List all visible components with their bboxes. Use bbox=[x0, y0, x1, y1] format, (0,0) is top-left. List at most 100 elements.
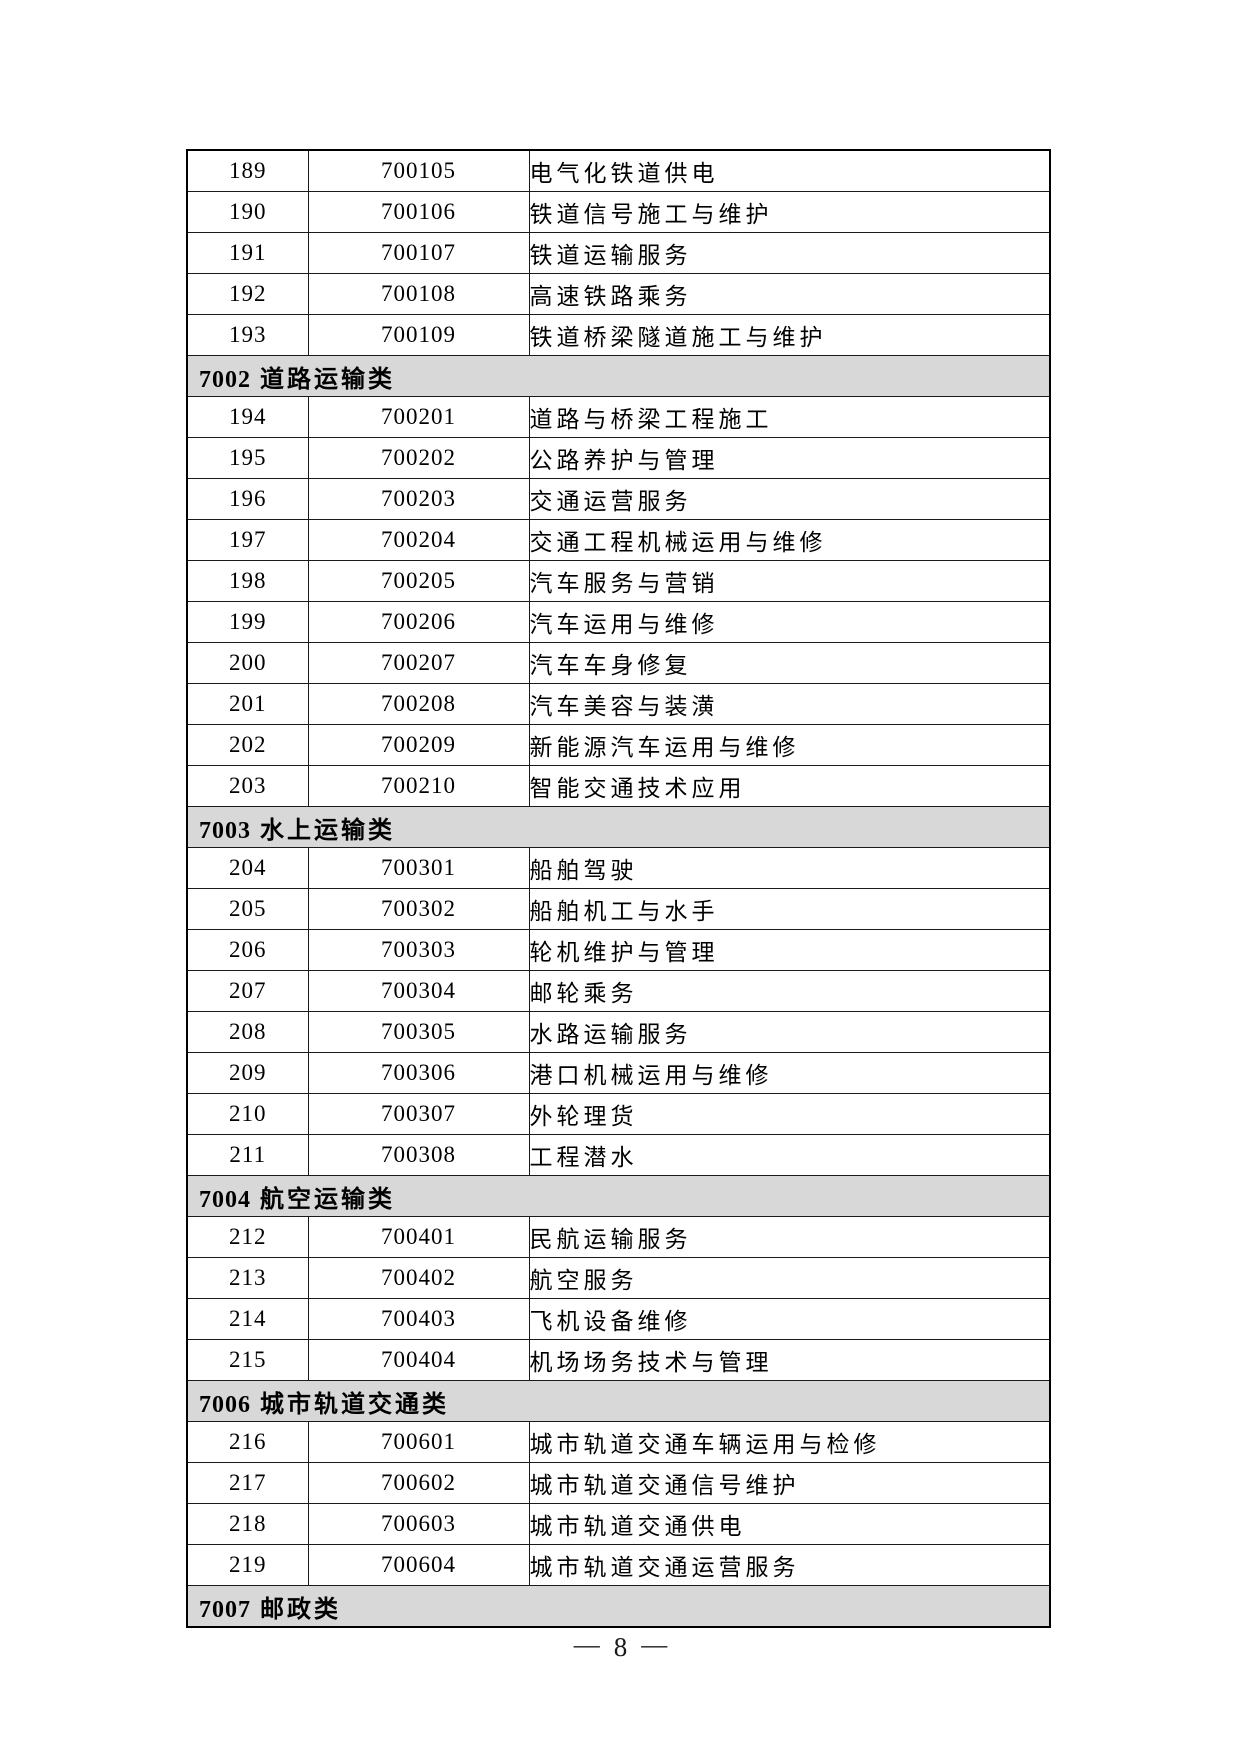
major-serial-number: 215 bbox=[186, 1339, 309, 1381]
major-serial-number: 190 bbox=[186, 191, 309, 233]
major-row: 202 700209 新能源汽车运用与维修 bbox=[186, 724, 1051, 766]
major-name: 铁道信号施工与维护 bbox=[528, 191, 1051, 233]
major-code: 700305 bbox=[307, 1011, 530, 1053]
major-row: 214 700403 飞机设备维修 bbox=[186, 1298, 1051, 1340]
major-row: 203 700210 智能交通技术应用 bbox=[186, 765, 1051, 807]
major-code: 700601 bbox=[307, 1421, 530, 1463]
major-name: 公路养护与管理 bbox=[528, 437, 1051, 479]
major-serial-number: 200 bbox=[186, 642, 309, 684]
section-header-cell: 7004 航空运输类 bbox=[186, 1175, 1051, 1217]
major-serial-number: 211 bbox=[186, 1134, 309, 1176]
major-code: 700205 bbox=[307, 560, 530, 602]
major-serial-number: 203 bbox=[186, 765, 309, 807]
major-name: 城市轨道交通车辆运用与检修 bbox=[528, 1421, 1051, 1463]
major-code: 700303 bbox=[307, 929, 530, 971]
major-name: 新能源汽车运用与维修 bbox=[528, 724, 1051, 766]
major-row: 209 700306 港口机械运用与维修 bbox=[186, 1052, 1051, 1094]
section-header-row: 7006 城市轨道交通类 bbox=[186, 1380, 1051, 1422]
major-name: 邮轮乘务 bbox=[528, 970, 1051, 1012]
major-row: 208 700305 水路运输服务 bbox=[186, 1011, 1051, 1053]
major-name: 智能交通技术应用 bbox=[528, 765, 1051, 807]
major-name: 工程潜水 bbox=[528, 1134, 1051, 1176]
major-code: 700105 bbox=[307, 149, 530, 192]
section-header-cell: 7002 道路运输类 bbox=[186, 355, 1051, 397]
major-serial-number: 191 bbox=[186, 232, 309, 274]
major-row: 199 700206 汽车运用与维修 bbox=[186, 601, 1051, 643]
section-code: 7003 bbox=[199, 817, 251, 844]
major-code: 700304 bbox=[307, 970, 530, 1012]
page-number: 8 bbox=[613, 1632, 628, 1662]
major-code: 700108 bbox=[307, 273, 530, 315]
major-serial-number: 202 bbox=[186, 724, 309, 766]
footer-dash-right: — bbox=[641, 1630, 668, 1659]
major-row: 207 700304 邮轮乘务 bbox=[186, 970, 1051, 1012]
major-code: 700109 bbox=[307, 314, 530, 356]
major-serial-number: 204 bbox=[186, 847, 309, 889]
major-code: 700603 bbox=[307, 1503, 530, 1545]
major-row: 217 700602 城市轨道交通信号维护 bbox=[186, 1462, 1051, 1504]
major-name: 航空服务 bbox=[528, 1257, 1051, 1299]
major-name: 轮机维护与管理 bbox=[528, 929, 1051, 971]
major-row: 204 700301 船舶驾驶 bbox=[186, 847, 1051, 889]
section-header-cell: 7007 邮政类 bbox=[186, 1585, 1051, 1628]
section-name: 邮政类 bbox=[260, 1596, 341, 1623]
major-row: 210 700307 外轮理货 bbox=[186, 1093, 1051, 1135]
major-name: 电气化铁道供电 bbox=[528, 149, 1051, 192]
major-row: 218 700603 城市轨道交通供电 bbox=[186, 1503, 1051, 1545]
major-row: 213 700402 航空服务 bbox=[186, 1257, 1051, 1299]
major-name: 港口机械运用与维修 bbox=[528, 1052, 1051, 1094]
major-name: 船舶机工与水手 bbox=[528, 888, 1051, 930]
major-row: 216 700601 城市轨道交通车辆运用与检修 bbox=[186, 1421, 1051, 1463]
major-serial-number: 216 bbox=[186, 1421, 309, 1463]
section-header-row: 7002 道路运输类 bbox=[186, 355, 1051, 397]
section-header-row: 7004 航空运输类 bbox=[186, 1175, 1051, 1217]
major-serial-number: 213 bbox=[186, 1257, 309, 1299]
major-catalog-table: 189 700105 电气化铁道供电 190 700106 铁道信号施工与维护 191 700… bbox=[186, 149, 1051, 1628]
major-row: 205 700302 船舶机工与水手 bbox=[186, 888, 1051, 930]
major-row: 206 700303 轮机维护与管理 bbox=[186, 929, 1051, 971]
major-name: 汽车运用与维修 bbox=[528, 601, 1051, 643]
major-serial-number: 189 bbox=[186, 149, 309, 192]
major-row: 219 700604 城市轨道交通运营服务 bbox=[186, 1544, 1051, 1586]
major-row: 198 700205 汽车服务与营销 bbox=[186, 560, 1051, 602]
major-row: 191 700107 铁道运输服务 bbox=[186, 232, 1051, 274]
major-row: 192 700108 高速铁路乘务 bbox=[186, 273, 1051, 315]
section-code: 7002 bbox=[199, 366, 251, 393]
major-row: 211 700308 工程潜水 bbox=[186, 1134, 1051, 1176]
major-code: 700306 bbox=[307, 1052, 530, 1094]
major-serial-number: 218 bbox=[186, 1503, 309, 1545]
major-row: 193 700109 铁道桥梁隧道施工与维护 bbox=[186, 314, 1051, 356]
major-row: 195 700202 公路养护与管理 bbox=[186, 437, 1051, 479]
major-name: 汽车服务与营销 bbox=[528, 560, 1051, 602]
section-header-row: 7003 水上运输类 bbox=[186, 806, 1051, 848]
major-name: 城市轨道交通供电 bbox=[528, 1503, 1051, 1545]
section-header-cell: 7003 水上运输类 bbox=[186, 806, 1051, 848]
major-name: 汽车美容与装潢 bbox=[528, 683, 1051, 725]
section-name: 水上运输类 bbox=[260, 817, 395, 844]
major-name: 高速铁路乘务 bbox=[528, 273, 1051, 315]
major-code: 700404 bbox=[307, 1339, 530, 1381]
major-serial-number: 217 bbox=[186, 1462, 309, 1504]
major-serial-number: 207 bbox=[186, 970, 309, 1012]
major-code: 700302 bbox=[307, 888, 530, 930]
major-serial-number: 208 bbox=[186, 1011, 309, 1053]
major-code: 700204 bbox=[307, 519, 530, 561]
major-serial-number: 193 bbox=[186, 314, 309, 356]
major-row: 194 700201 道路与桥梁工程施工 bbox=[186, 396, 1051, 438]
major-serial-number: 198 bbox=[186, 560, 309, 602]
major-name: 汽车车身修复 bbox=[528, 642, 1051, 684]
major-name: 城市轨道交通信号维护 bbox=[528, 1462, 1051, 1504]
major-code: 700308 bbox=[307, 1134, 530, 1176]
major-serial-number: 214 bbox=[186, 1298, 309, 1340]
major-code: 700209 bbox=[307, 724, 530, 766]
section-code: 7004 bbox=[199, 1186, 251, 1213]
section-name: 城市轨道交通类 bbox=[260, 1391, 449, 1418]
major-name: 水路运输服务 bbox=[528, 1011, 1051, 1053]
major-serial-number: 194 bbox=[186, 396, 309, 438]
major-name: 机场场务技术与管理 bbox=[528, 1339, 1051, 1381]
major-row: 196 700203 交通运营服务 bbox=[186, 478, 1051, 520]
major-serial-number: 205 bbox=[186, 888, 309, 930]
major-code: 700106 bbox=[307, 191, 530, 233]
major-code: 700107 bbox=[307, 232, 530, 274]
section-code: 7007 bbox=[199, 1596, 251, 1623]
